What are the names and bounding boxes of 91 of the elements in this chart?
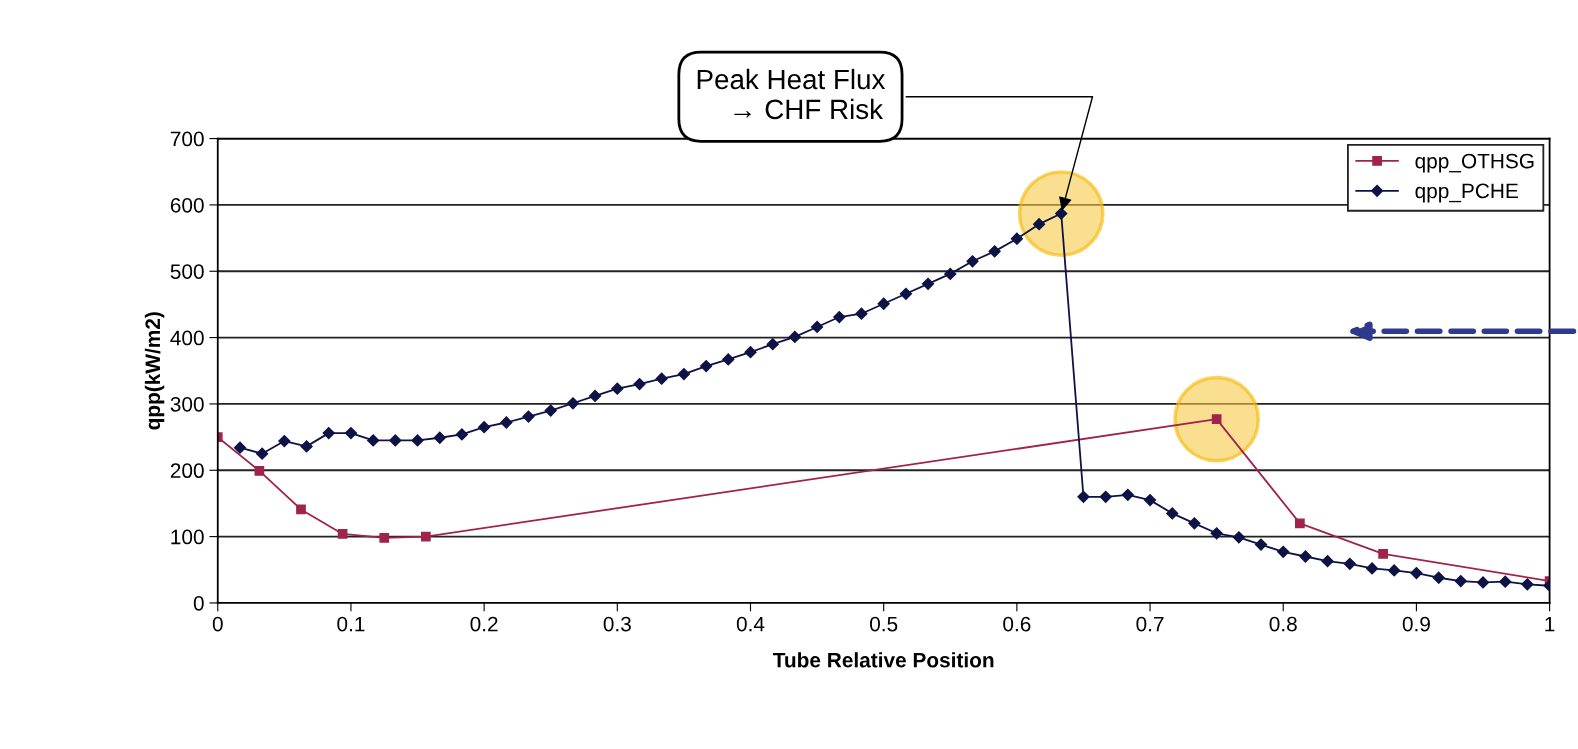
point [254,466,265,476]
point [788,330,801,344]
point [522,410,535,423]
x-tick-label: 0.1 [337,616,365,632]
x-tick-label: 0.9 [1402,616,1430,632]
point [744,346,757,359]
point [655,372,668,385]
point [367,434,380,447]
point [1476,576,1490,589]
point [1010,232,1023,245]
point [421,531,431,542]
point [344,427,358,440]
point [810,320,824,334]
point [1432,571,1445,584]
point [566,397,580,410]
point [1232,531,1245,544]
point [500,416,513,429]
point [256,447,269,460]
y-tick-label: 500 [170,264,204,279]
point [677,367,691,381]
point [1254,538,1268,551]
point [1454,574,1467,588]
x-tick-label: 0.8 [1269,616,1297,632]
point [1499,575,1512,588]
point [988,245,1001,258]
point [1343,557,1356,570]
x-tick-label: 0.7 [1136,616,1164,632]
point [700,360,713,373]
point [1143,494,1157,507]
point [544,404,557,417]
x-tick-label: 1 [1545,616,1555,632]
point [1299,550,1312,563]
point [337,529,348,539]
x-tick-label: 0 [212,616,223,632]
point [877,297,890,310]
point [633,377,646,391]
point [1378,548,1388,559]
point [1388,564,1401,577]
point [278,434,291,448]
x-tick-label: 0.2 [470,616,498,632]
point [855,307,868,320]
y-tick-label: 300 [170,396,204,412]
y-tick-label: 200 [170,463,204,479]
legend-label: qpp_PCHE [1415,183,1518,203]
point [433,431,446,444]
point [833,310,846,324]
y-axis-title: qpp(kW/m2) [144,312,165,430]
point [478,421,491,434]
point [944,267,957,280]
point [300,440,313,453]
point [411,434,424,447]
point [389,434,402,447]
point [766,338,779,351]
point [899,287,913,300]
point [1365,562,1379,575]
point [1295,518,1305,529]
point [455,428,468,441]
point [1055,207,1068,220]
point [1410,566,1423,580]
x-tick-label: 0.5 [870,616,898,632]
point [322,427,335,440]
x-tick-label: 0.4 [736,616,765,632]
point [296,504,306,515]
x-tick-label: 0.3 [603,616,631,632]
y-tick-label: 0 [193,595,204,611]
point [1099,490,1112,503]
y-tick-label: 100 [171,529,204,545]
point [1121,488,1134,501]
point [1277,545,1290,558]
point [1188,517,1201,530]
point [1077,490,1090,503]
point [233,441,247,454]
y-tick-label: 700 [170,131,204,147]
point [921,277,935,290]
point [1166,507,1179,520]
point [722,353,735,366]
y-tick-label: 600 [170,197,204,213]
annotation: Peak Heat Flux → CHF Risk [697,68,886,120]
point [1321,555,1334,568]
point [379,533,390,543]
legend-label: qpp_OTHSG [1415,153,1534,173]
point [1211,414,1222,425]
point [1033,218,1046,231]
point [588,389,602,403]
point [611,382,624,395]
point [1210,527,1223,540]
point [1521,578,1534,591]
x-axis-title: Tube Relative Position [772,652,994,668]
x-tick-label: 0.6 [1003,616,1031,632]
y-tick-label: 400 [170,330,204,346]
point [966,255,979,268]
